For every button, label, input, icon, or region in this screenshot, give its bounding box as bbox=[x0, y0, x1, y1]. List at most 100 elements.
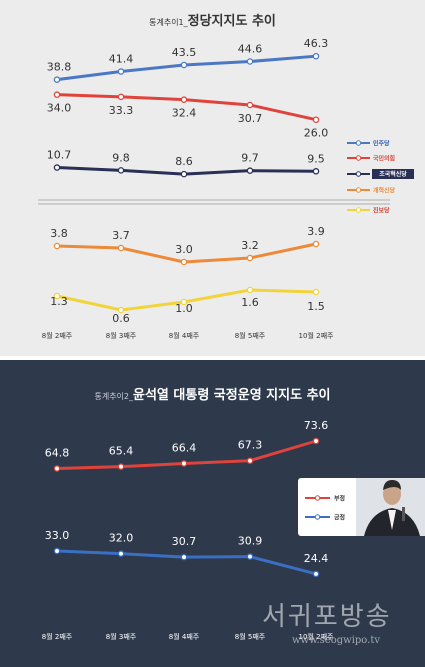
legend-marker-5 bbox=[355, 207, 362, 213]
data-label-s1-5: 46.3 bbox=[304, 37, 329, 50]
approval-series-line-2 bbox=[56, 549, 317, 576]
data-label-s3-3: 8.6 bbox=[175, 155, 193, 168]
approval-point-s2-5 bbox=[312, 570, 320, 578]
series-line-1 bbox=[56, 54, 317, 82]
data-point-s3-4 bbox=[246, 167, 254, 174]
data-label-s2-5: 26.0 bbox=[304, 127, 329, 140]
approval-label-s1-5: 73.6 bbox=[304, 419, 329, 432]
data-point-s4-1 bbox=[53, 242, 61, 250]
chart1-title: 통계추이1_정당지지도 추이 bbox=[0, 10, 425, 29]
data-point-s5-1 bbox=[53, 292, 61, 300]
approval-point-s2-4 bbox=[246, 553, 254, 560]
chart1-plot: 38.8 41.4 43.5 44.6 46.3 34.0 33.3 32.4 30.7 26.0… bbox=[38, 37, 414, 340]
data-point-s1-5 bbox=[312, 52, 320, 60]
data-label-s1-2: 41.4 bbox=[109, 53, 134, 66]
chart1-title-prefix: 통계추이1_ bbox=[149, 18, 188, 27]
data-label-s1-4: 44.6 bbox=[238, 43, 263, 56]
data-label-s1-3: 43.5 bbox=[172, 46, 197, 59]
legend-label-2: 국민의힘 bbox=[373, 155, 395, 163]
watermark-url: www.seogwipo.tv bbox=[292, 635, 380, 646]
data-point-s4-3 bbox=[180, 258, 188, 266]
data-point-s5-3 bbox=[180, 298, 188, 306]
data-label-s4-1: 3.8 bbox=[50, 227, 68, 240]
approval-point-s1-5 bbox=[312, 437, 320, 445]
legend-marker-1 bbox=[355, 140, 362, 146]
approval-point-s2-3 bbox=[180, 553, 188, 561]
data-label-s5-3: 1.0 bbox=[175, 302, 193, 315]
data-point-s2-2 bbox=[117, 93, 125, 101]
approval-chart-panel: 통계추이2_윤석열 대통령 국정운영 지지도 추이 64.8 65.4 66.4 67… bbox=[0, 360, 425, 667]
data-label-s2-1: 34.0 bbox=[47, 102, 72, 115]
data-label-s2-4: 30.7 bbox=[238, 112, 263, 125]
legend-label-4: 개혁신당 bbox=[373, 187, 396, 195]
approval-label-s1-3: 66.4 bbox=[172, 442, 197, 455]
data-label-s2-3: 32.4 bbox=[172, 107, 197, 120]
approval-label-s2-4: 30.9 bbox=[238, 535, 263, 548]
data-label-s5-5: 1.5 bbox=[307, 300, 325, 313]
data-point-s1-1 bbox=[53, 76, 61, 83]
chart2-title-main: 윤석열 대통령 국정운영 지지도 추이 bbox=[133, 388, 331, 403]
legend-marker-4 bbox=[355, 187, 362, 193]
approval-legend-marker-1 bbox=[314, 495, 321, 501]
data-point-s2-3 bbox=[180, 96, 188, 103]
approval-legend-label-2: 긍정 bbox=[334, 514, 345, 522]
photo-microphone bbox=[402, 507, 405, 521]
data-label-s5-1: 1.3 bbox=[50, 295, 68, 308]
data-point-s5-2 bbox=[117, 306, 125, 314]
photo-face bbox=[383, 483, 401, 505]
data-point-s4-5 bbox=[312, 240, 320, 248]
data-label-s4-3: 3.0 bbox=[175, 243, 193, 256]
x-tick-label-3: 8월 4째주 bbox=[169, 331, 200, 340]
x-tick-label-5: 10월 2째주 bbox=[299, 331, 334, 340]
data-label-s4-5: 3.9 bbox=[307, 225, 325, 238]
president-photo bbox=[356, 478, 425, 536]
approval-point-s1-4 bbox=[246, 457, 254, 464]
approval-label-s2-1: 33.0 bbox=[45, 529, 70, 542]
approval-label-s1-4: 67.3 bbox=[238, 439, 263, 452]
approval-label-s2-3: 30.7 bbox=[172, 535, 197, 548]
data-label-s3-4: 9.7 bbox=[241, 152, 259, 165]
chart2-title-prefix: 통계추이2_ bbox=[94, 392, 133, 401]
approval-x-tick-3: 8월 4째주 bbox=[169, 632, 200, 641]
data-point-s5-4 bbox=[246, 286, 254, 294]
approval-legend-label-1: 부정 bbox=[334, 495, 345, 503]
chart2-title: 통계추이2_윤석열 대통령 국정운영 지지도 추이 bbox=[0, 384, 425, 403]
approval-point-s2-2 bbox=[117, 550, 125, 557]
x-tick-label-4: 8월 5째주 bbox=[235, 331, 266, 340]
data-label-s4-4: 3.2 bbox=[241, 239, 259, 252]
approval-legend-marker-2 bbox=[314, 514, 321, 520]
data-point-s2-1 bbox=[53, 91, 61, 98]
data-point-s1-3 bbox=[180, 61, 188, 69]
data-point-s3-1 bbox=[53, 164, 61, 171]
approval-label-s1-1: 64.8 bbox=[45, 447, 70, 460]
data-label-s1-1: 38.8 bbox=[47, 61, 72, 74]
data-point-s2-5 bbox=[312, 116, 320, 123]
data-label-s5-4: 1.6 bbox=[241, 296, 259, 309]
data-point-s3-2 bbox=[117, 167, 125, 174]
data-point-s5-5 bbox=[312, 288, 320, 296]
legend-label-3: 조국혁신당 bbox=[379, 170, 407, 178]
approval-x-tick-4: 8월 5째주 bbox=[235, 632, 266, 641]
approval-label-s2-5: 24.4 bbox=[304, 552, 329, 565]
legend-marker-2 bbox=[355, 155, 362, 161]
legend-logo-bg-3 bbox=[372, 169, 414, 179]
data-point-s1-4 bbox=[246, 58, 254, 65]
approval-label-s1-2: 65.4 bbox=[109, 445, 134, 458]
data-label-s3-2: 9.8 bbox=[112, 151, 130, 164]
x-tick-label-2: 8월 3째주 bbox=[106, 331, 137, 340]
legend-label-1: 민주당 bbox=[373, 140, 390, 148]
data-point-s1-2 bbox=[117, 68, 125, 75]
x-tick-label-1: 8월 2째주 bbox=[42, 331, 73, 340]
approval-x-tick-5: 10월 2째주 bbox=[299, 632, 334, 641]
data-label-s2-2: 33.3 bbox=[109, 104, 134, 117]
data-label-s3-5: 9.5 bbox=[307, 152, 325, 165]
data-label-s4-2: 3.7 bbox=[112, 229, 130, 242]
chart1-title-main: 정당지지도 추이 bbox=[187, 14, 276, 29]
data-point-s4-4 bbox=[246, 254, 254, 262]
data-point-s3-5 bbox=[312, 168, 320, 175]
approval-x-tick-2: 8월 3째주 bbox=[106, 632, 137, 641]
approval-point-s1-3 bbox=[180, 460, 188, 467]
chart2-plot: 64.8 65.4 66.4 67.3 73.6 33.0 32.0 30.7 30.9 24.4… bbox=[42, 419, 425, 641]
approval-point-s1-2 bbox=[117, 463, 125, 470]
approval-label-s2-2: 32.0 bbox=[109, 532, 134, 545]
